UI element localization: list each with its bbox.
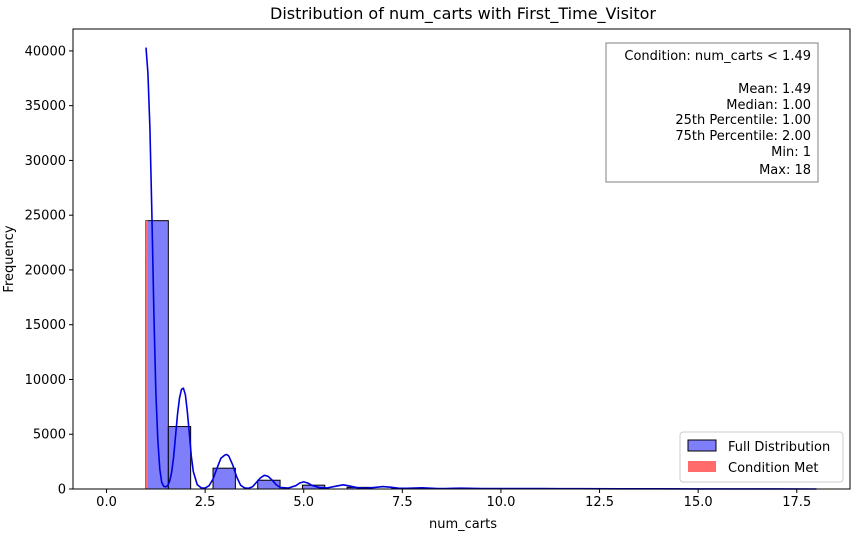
x-axis-label: num_carts: [429, 517, 497, 532]
chart-title: Distribution of num_carts with First_Tim…: [270, 4, 656, 24]
x-tick-label: 12.5: [585, 495, 614, 510]
annotation-line: Median: 1.00: [726, 98, 811, 113]
y-tick-label: 10000: [25, 373, 66, 388]
y-tick-label: 5000: [33, 428, 66, 443]
x-tick-label: 7.5: [392, 495, 413, 510]
annotation-line: Condition: num_carts < 1.49: [624, 49, 811, 64]
x-tick-label: 15.0: [684, 495, 713, 510]
stats-annotation-box: Condition: num_carts < 1.49 Mean: 1.49 M…: [605, 42, 819, 183]
x-tick-label: 2.5: [195, 495, 216, 510]
x-tick-label: 10.0: [486, 495, 515, 510]
legend-label-full-distribution: Full Distribution: [728, 440, 830, 455]
plot-frame: [72, 28, 851, 490]
y-axis-label: Frequency: [2, 225, 17, 292]
y-tick-label: 40000: [25, 44, 66, 59]
legend-frame: [679, 431, 844, 483]
y-tick-label: 25000: [25, 209, 66, 224]
annotation-line: 75th Percentile: 2.00: [675, 129, 811, 144]
x-tick-label: 5.0: [293, 495, 314, 510]
bar-condition-met: [145, 220, 148, 489]
y-tick-label: 20000: [25, 263, 66, 278]
x-axis: 0.0 2.5 5.0 7.5 10.0 12.5 15.0 17.5: [96, 489, 811, 510]
x-tick-label: 17.5: [782, 495, 811, 510]
bar-full-distribution: [167, 426, 192, 490]
bar-full-distribution: [145, 220, 169, 490]
y-tick-label: 0: [58, 483, 66, 498]
y-tick-label: 35000: [25, 99, 66, 114]
legend-label-condition-met: Condition Met: [728, 461, 818, 476]
annotation-line: 25th Percentile: 1.00: [675, 113, 811, 128]
annotation-line: Min: 1: [771, 145, 811, 160]
y-tick-label: 15000: [25, 318, 66, 333]
x-tick-label: 0.0: [96, 495, 117, 510]
y-tick-label: 30000: [25, 154, 66, 169]
y-axis: 0 5000 10000 15000 20000 25000 30000 35000 40000: [25, 44, 73, 498]
annotation-line: Max: 18: [759, 163, 811, 178]
annotation-frame: [605, 42, 819, 183]
legend: Full Distribution Condition Met: [679, 431, 844, 483]
legend-swatch-full-distribution: [687, 439, 717, 452]
annotation-line: Mean: 1.49: [738, 82, 811, 97]
legend-swatch-condition-met: [688, 461, 716, 472]
